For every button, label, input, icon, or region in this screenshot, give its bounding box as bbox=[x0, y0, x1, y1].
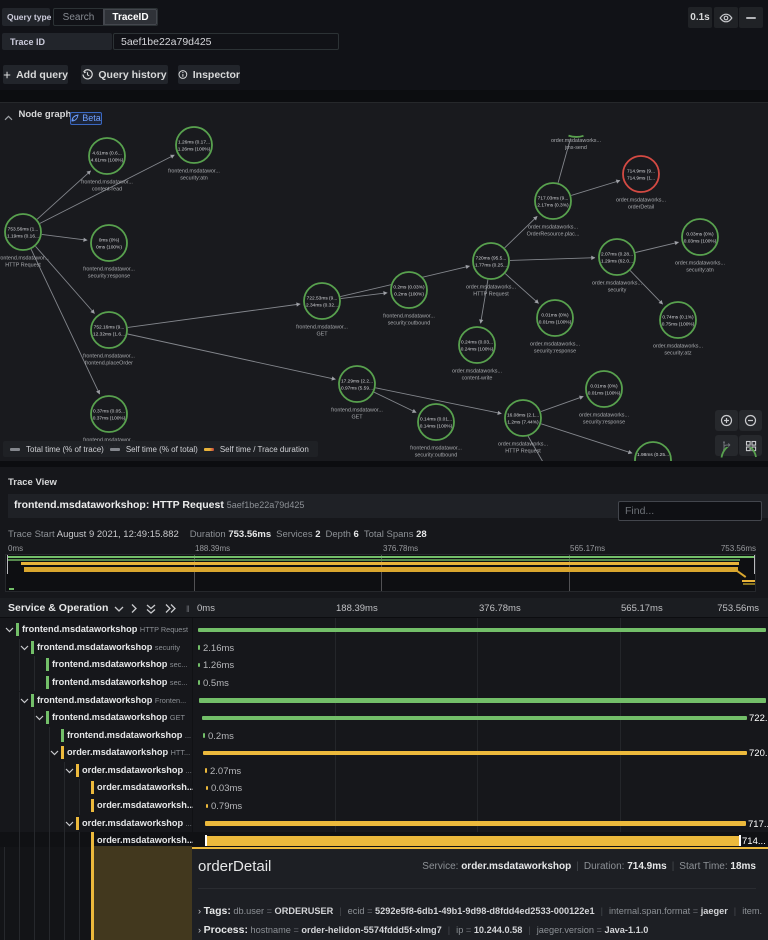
svg-text:frontend.placeOrder: frontend.placeOrder bbox=[85, 361, 133, 367]
svg-text:frontend.msdatawor...: frontend.msdatawor... bbox=[296, 325, 348, 331]
svg-text:16.08ms (2.1...: 16.08ms (2.1... bbox=[507, 413, 539, 419]
svg-text:security:outbound: security:outbound bbox=[388, 321, 431, 327]
svg-text:order.msdataworks...: order.msdataworks... bbox=[551, 138, 601, 144]
svg-text:1.26ms (100%): 1.26ms (100%) bbox=[178, 147, 211, 153]
svg-text:12.32ms (1.6...: 12.32ms (1.6... bbox=[93, 332, 125, 338]
svg-text:security:response: security:response bbox=[534, 349, 576, 355]
svg-text:frontend.msdatawor...: frontend.msdatawor... bbox=[0, 256, 49, 262]
svg-text:frontend.msdatawor...: frontend.msdatawor... bbox=[410, 446, 462, 452]
svg-text:2.07ms (0.28...: 2.07ms (0.28... bbox=[601, 252, 633, 258]
svg-text:frontend.msdatawor...: frontend.msdatawor... bbox=[83, 267, 135, 273]
svg-text:17.29ms (2.2...: 17.29ms (2.2... bbox=[341, 379, 373, 385]
svg-text:752.16ms (9...: 752.16ms (9... bbox=[94, 325, 125, 331]
svg-text:717.03ms (9...: 717.03ms (9... bbox=[538, 196, 569, 202]
svg-text:frontend.msdatawor...: frontend.msdatawor... bbox=[81, 180, 133, 186]
svg-text:security:outbound: security:outbound bbox=[415, 453, 458, 459]
svg-text:0.24ms (100%): 0.24ms (100%) bbox=[461, 347, 494, 353]
svg-text:0.75ms (100%): 0.75ms (100%) bbox=[662, 322, 695, 328]
svg-text:0.2ms (0.03%): 0.2ms (0.03%) bbox=[393, 285, 425, 291]
svg-text:0.03ms (0%): 0.03ms (0%) bbox=[686, 232, 714, 238]
svg-text:720ms (95.5...: 720ms (95.5... bbox=[476, 256, 507, 262]
svg-text:0.74ms (0.1%): 0.74ms (0.1%) bbox=[662, 315, 694, 321]
svg-text:0ms (0%): 0ms (0%) bbox=[99, 238, 120, 244]
svg-text:order.msdataworks...: order.msdataworks... bbox=[452, 369, 502, 375]
svg-text:order.msdataworks...: order.msdataworks... bbox=[528, 225, 578, 231]
svg-text:frontend.msdatawor...: frontend.msdatawor... bbox=[383, 314, 435, 320]
svg-text:1.2ms (7.44%): 1.2ms (7.44%) bbox=[507, 420, 539, 426]
svg-text:1.77ms (0.25...: 1.77ms (0.25... bbox=[475, 263, 507, 269]
svg-text:HTTP Request: HTTP Request bbox=[473, 292, 509, 298]
svg-text:security:response: security:response bbox=[88, 274, 130, 280]
svg-text:GET: GET bbox=[316, 332, 328, 338]
svg-text:security:atn: security:atn bbox=[180, 176, 208, 182]
svg-text:frontend.msdatawor...: frontend.msdatawor... bbox=[83, 354, 135, 360]
svg-text:1.19ms (0.16...: 1.19ms (0.16... bbox=[7, 234, 39, 240]
svg-text:frontend.msdatawor...: frontend.msdatawor... bbox=[83, 438, 135, 444]
svg-text:0ms (100%): 0ms (100%) bbox=[96, 245, 122, 251]
svg-text:722.53ms (9...: 722.53ms (9... bbox=[307, 296, 338, 302]
svg-text:714.9ms (9...: 714.9ms (9... bbox=[627, 169, 655, 175]
svg-text:order.msdataworks...: order.msdataworks... bbox=[592, 281, 642, 287]
svg-text:0.2ms (100%): 0.2ms (100%) bbox=[394, 292, 424, 298]
svg-text:order.msdataworks...: order.msdataworks... bbox=[498, 442, 548, 448]
svg-text:order.msdataworks...: order.msdataworks... bbox=[579, 413, 629, 419]
svg-text:2.17ms (0.3%): 2.17ms (0.3%) bbox=[537, 203, 569, 209]
svg-text:0.14ms (0.01...: 0.14ms (0.01... bbox=[420, 417, 452, 423]
svg-text:content-write: content-write bbox=[462, 376, 493, 382]
svg-text:orderDetail: orderDetail bbox=[628, 205, 654, 211]
svg-text:0.97ms (5.59...: 0.97ms (5.59... bbox=[341, 386, 373, 392]
svg-text:1.26ms (0.17...: 1.26ms (0.17... bbox=[178, 140, 210, 146]
svg-text:order.msdataworks...: order.msdataworks... bbox=[530, 342, 580, 348]
svg-text:0.24ms (0.03...: 0.24ms (0.03... bbox=[461, 340, 493, 346]
svg-text:2.34ms (0.32...: 2.34ms (0.32... bbox=[306, 303, 338, 309]
svg-text:order.msdataworks...: order.msdataworks... bbox=[653, 344, 703, 350]
svg-text:frontend.msdatawor...: frontend.msdatawor... bbox=[168, 169, 220, 175]
svg-text:HTTP Request: HTTP Request bbox=[5, 263, 41, 269]
svg-text:4.61ms (0.6...: 4.61ms (0.6... bbox=[92, 151, 121, 157]
svg-text:1.98ms (0.25...: 1.98ms (0.25... bbox=[637, 452, 669, 458]
svg-text:frontend.msdatawor...: frontend.msdatawor... bbox=[331, 408, 383, 414]
svg-text:0.01ms (0%): 0.01ms (0%) bbox=[590, 384, 618, 390]
svg-text:security:response: security:response bbox=[583, 420, 625, 426]
svg-text:security:atn: security:atn bbox=[686, 268, 714, 274]
svg-text:order.msdataworks...: order.msdataworks... bbox=[675, 261, 725, 267]
svg-text:0.14ms (100%): 0.14ms (100%) bbox=[420, 424, 453, 430]
svg-text:OrderResource.plac...: OrderResource.plac... bbox=[527, 232, 580, 238]
svg-text:0.01ms (100%): 0.01ms (100%) bbox=[539, 320, 572, 326]
svg-text:content-read: content-read bbox=[92, 187, 122, 193]
svg-text:0.01ms (100%): 0.01ms (100%) bbox=[588, 391, 621, 397]
svg-text:security: security bbox=[608, 288, 627, 294]
svg-text:714.9ms (1...: 714.9ms (1... bbox=[627, 176, 655, 182]
svg-text:0.03ms (100%): 0.03ms (100%) bbox=[684, 239, 717, 245]
svg-text:order.msdataworks...: order.msdataworks... bbox=[616, 198, 666, 204]
svg-text:GET: GET bbox=[351, 415, 363, 421]
svg-text:HTTP Request: HTTP Request bbox=[505, 449, 541, 455]
svg-text:0.37ms (0.05...: 0.37ms (0.05... bbox=[93, 409, 125, 415]
svg-text:4.61ms (100%): 4.61ms (100%) bbox=[91, 158, 124, 164]
svg-text:jms-send: jms-send bbox=[564, 145, 587, 151]
svg-text:security:atz: security:atz bbox=[664, 351, 692, 357]
svg-text:1.29ms (62.0...: 1.29ms (62.0... bbox=[601, 259, 633, 265]
svg-text:order.msdataworks...: order.msdataworks... bbox=[466, 285, 516, 291]
svg-text:0.01ms (0%): 0.01ms (0%) bbox=[541, 313, 569, 319]
svg-text:753.56ms (1...: 753.56ms (1... bbox=[8, 227, 39, 233]
svg-text:0.37ms (100%): 0.37ms (100%) bbox=[93, 416, 126, 422]
